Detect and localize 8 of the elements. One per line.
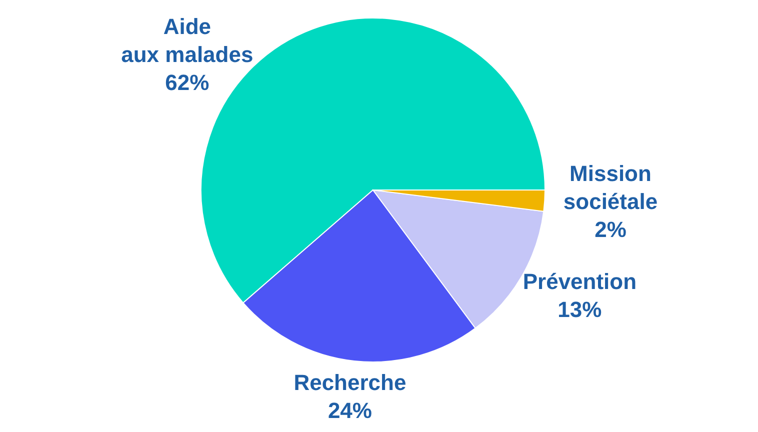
data-label: 24% [328, 398, 372, 423]
slice-label: Mission sociétale [563, 160, 658, 214]
data-label: 2% [594, 216, 626, 242]
data-label: 62% [165, 70, 210, 95]
slice-label: Recherche [294, 370, 406, 395]
slice-label: Aide aux malades [121, 14, 254, 67]
data-label: 13% [558, 296, 602, 322]
slice-label: Prévention [522, 268, 637, 294]
